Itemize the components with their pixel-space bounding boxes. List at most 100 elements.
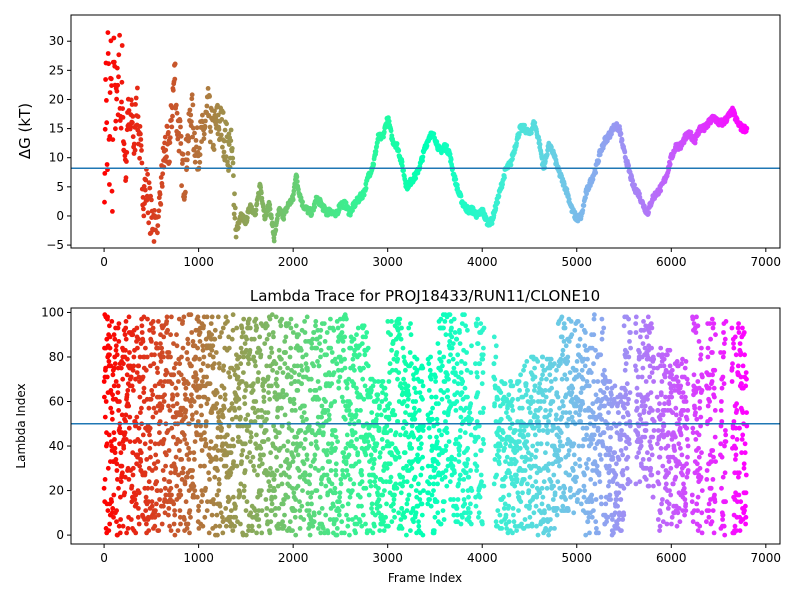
lambda-point <box>290 459 296 464</box>
lambda-point <box>318 530 324 536</box>
lambda-point <box>396 454 402 460</box>
lambda-point <box>567 472 572 478</box>
lambda-point <box>539 485 545 491</box>
lambda-point <box>597 479 603 485</box>
lambda-point <box>300 419 306 424</box>
lambda-point <box>107 334 113 340</box>
delta-g-point <box>220 110 226 115</box>
lambda-point <box>241 488 247 493</box>
lambda-point <box>591 379 597 384</box>
lambda-scatter-series <box>101 312 750 538</box>
lambda-point <box>319 506 325 511</box>
lambda-point <box>404 463 409 469</box>
lambda-point <box>185 474 190 480</box>
lambda-point <box>438 521 444 527</box>
lambda-point <box>128 374 134 380</box>
lambda-point <box>565 452 571 458</box>
lambda-point <box>200 361 206 367</box>
lambda-point <box>525 481 530 487</box>
lambda-point <box>326 412 332 418</box>
lambda-point <box>357 519 363 525</box>
lambda-point <box>123 325 129 331</box>
delta-g-point <box>637 191 642 197</box>
lambda-point <box>218 394 223 400</box>
lambda-point <box>264 506 270 511</box>
delta-g-point <box>203 118 208 124</box>
lambda-point <box>307 481 312 487</box>
delta-g-point <box>114 96 119 102</box>
lambda-point <box>556 434 562 440</box>
lambda-point <box>359 468 364 473</box>
delta-g-point <box>117 32 122 38</box>
lambda-point <box>232 408 238 413</box>
lambda-point <box>209 410 215 415</box>
lambda-point <box>440 508 446 513</box>
lambda-point <box>315 359 320 364</box>
lambda-point <box>307 472 313 478</box>
lambda-point <box>462 430 468 436</box>
lambda-point <box>318 354 323 360</box>
lambda-point <box>545 468 551 473</box>
lambda-point <box>309 341 314 346</box>
lambda-point <box>474 323 479 329</box>
lambda-point <box>158 488 164 493</box>
lambda-point <box>503 512 509 518</box>
lambda-point <box>221 385 227 391</box>
lambda-point <box>189 416 195 422</box>
lambda-point <box>116 321 122 326</box>
lambda-point <box>177 439 183 444</box>
lambda-point <box>110 506 116 511</box>
lambda-point <box>553 416 559 422</box>
lambda-point <box>263 497 269 502</box>
lambda-point <box>560 443 566 449</box>
lambda-point <box>419 512 425 518</box>
lambda-point <box>214 401 220 407</box>
lambda-point <box>182 517 187 522</box>
lambda-point <box>103 365 108 371</box>
lambda-point <box>540 428 546 433</box>
lambda-point <box>142 441 148 447</box>
lambda-point <box>300 488 305 493</box>
delta-g-x-axis: 0 1000 2000 3000 4000 5000 6000 7000 <box>100 248 781 269</box>
delta-g-point <box>197 159 203 165</box>
lambda-point <box>187 508 193 513</box>
lambda-point <box>431 488 436 493</box>
lambda-point <box>248 419 254 424</box>
delta-g-point <box>205 86 211 91</box>
lambda-point <box>560 352 565 358</box>
delta-g-point <box>294 174 300 180</box>
lambda-point <box>163 463 169 469</box>
lambda-point <box>178 521 183 527</box>
lambda-point <box>437 350 442 355</box>
lambda-point <box>171 372 177 378</box>
lambda-point <box>276 347 282 353</box>
lambda-point <box>264 512 269 518</box>
lambda-point <box>301 445 307 451</box>
lambda-point <box>509 403 515 409</box>
delta-g-point <box>291 188 297 194</box>
delta-g-point <box>105 51 111 56</box>
lambda-point <box>406 492 412 498</box>
lambda-point <box>267 483 273 489</box>
lambda-point <box>476 510 482 516</box>
lambda-point <box>259 508 265 513</box>
lambda-point <box>239 325 245 331</box>
lambda-point <box>212 474 218 480</box>
lambda-point <box>443 468 449 473</box>
lambda-point <box>158 379 164 384</box>
lambda-point <box>166 512 171 518</box>
lambda-point <box>349 488 355 493</box>
lambda-point <box>291 454 296 460</box>
lambda-point <box>287 474 292 480</box>
lambda-point <box>516 508 521 513</box>
lambda-point <box>606 483 611 489</box>
lambda-point <box>318 347 324 353</box>
lambda-point <box>575 497 580 502</box>
lambda-point <box>235 365 241 371</box>
lambda-point <box>344 468 350 473</box>
delta-g-point <box>228 138 234 144</box>
delta-g-point <box>108 76 114 82</box>
lambda-point <box>404 532 409 538</box>
lambda-point <box>507 416 513 422</box>
lambda-point <box>506 392 512 398</box>
